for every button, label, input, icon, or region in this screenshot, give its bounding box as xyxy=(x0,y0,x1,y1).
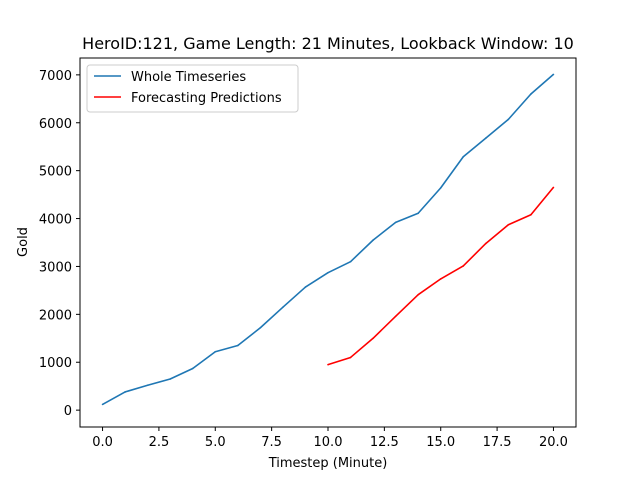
data-point-0 xyxy=(101,403,104,406)
y-tick-label: 1000 xyxy=(39,356,72,371)
data-point-1 xyxy=(327,363,329,366)
data-point-1 xyxy=(439,278,442,280)
legend-box xyxy=(86,64,299,113)
data-point-1 xyxy=(394,315,397,318)
x-axis-label: Timestep (Minute) xyxy=(268,456,388,471)
data-point-0 xyxy=(530,93,532,95)
data-point-0 xyxy=(124,391,126,393)
data-point-0 xyxy=(169,378,171,380)
data-point-1 xyxy=(530,213,532,216)
x-tick-label: 17.5 xyxy=(483,435,512,450)
y-tick-label: 3000 xyxy=(39,260,72,275)
data-point-0 xyxy=(237,344,239,347)
data-point-0 xyxy=(462,155,465,158)
data-point-0 xyxy=(146,384,149,387)
y-axis-label: Gold xyxy=(16,227,31,257)
plot-area xyxy=(101,73,555,406)
y-tick-label: 4000 xyxy=(39,213,72,228)
x-tick-label: 20.0 xyxy=(539,435,568,450)
y-tick-label: 6000 xyxy=(39,117,72,132)
data-point-0 xyxy=(349,260,352,263)
legend-label-0: Whole Timeseries xyxy=(131,70,246,85)
data-point-0 xyxy=(394,221,397,224)
y-axis: 0 1000 2000 3000 4000 5000 6000 7000 xyxy=(39,69,80,419)
data-point-1 xyxy=(507,223,510,226)
data-point-0 xyxy=(552,73,555,76)
y-tick-label: 5000 xyxy=(39,165,72,180)
x-tick-label: 12.5 xyxy=(370,435,399,450)
data-point-0 xyxy=(304,286,307,288)
data-point-1 xyxy=(417,293,419,296)
data-point-0 xyxy=(282,306,284,308)
data-point-1 xyxy=(552,186,555,189)
x-axis: 0.0 2.5 5.0 7.5 10.0 12.5 15.0 17.5 20.0 xyxy=(92,427,568,450)
data-point-0 xyxy=(439,187,442,189)
data-point-0 xyxy=(327,271,329,274)
legend-label-1: Forecasting Predictions xyxy=(131,91,282,106)
data-point-1 xyxy=(485,242,487,245)
data-point-0 xyxy=(485,137,487,139)
y-tick-label: 7000 xyxy=(39,69,72,84)
x-tick-label: 0.0 xyxy=(92,435,113,450)
legend: Whole Timeseries Forecasting Predictions xyxy=(86,64,299,113)
data-point-0 xyxy=(372,239,374,241)
x-tick-label: 5.0 xyxy=(205,435,226,450)
y-tick-label: 2000 xyxy=(39,308,72,323)
data-point-0 xyxy=(191,367,194,370)
x-tick-label: 7.5 xyxy=(261,435,282,450)
data-point-1 xyxy=(372,337,374,340)
data-point-0 xyxy=(259,326,262,329)
data-point-1 xyxy=(349,356,352,359)
x-tick-label: 2.5 xyxy=(149,435,170,450)
chart-title: HeroID:121, Game Length: 21 Minutes, Loo… xyxy=(82,34,574,53)
data-point-0 xyxy=(417,212,419,215)
x-tick-label: 15.0 xyxy=(426,435,455,450)
data-point-1 xyxy=(462,265,465,267)
x-tick-label: 10.0 xyxy=(314,435,343,450)
data-point-0 xyxy=(214,350,217,353)
y-tick-label: 0 xyxy=(64,404,72,419)
data-point-0 xyxy=(507,118,510,121)
